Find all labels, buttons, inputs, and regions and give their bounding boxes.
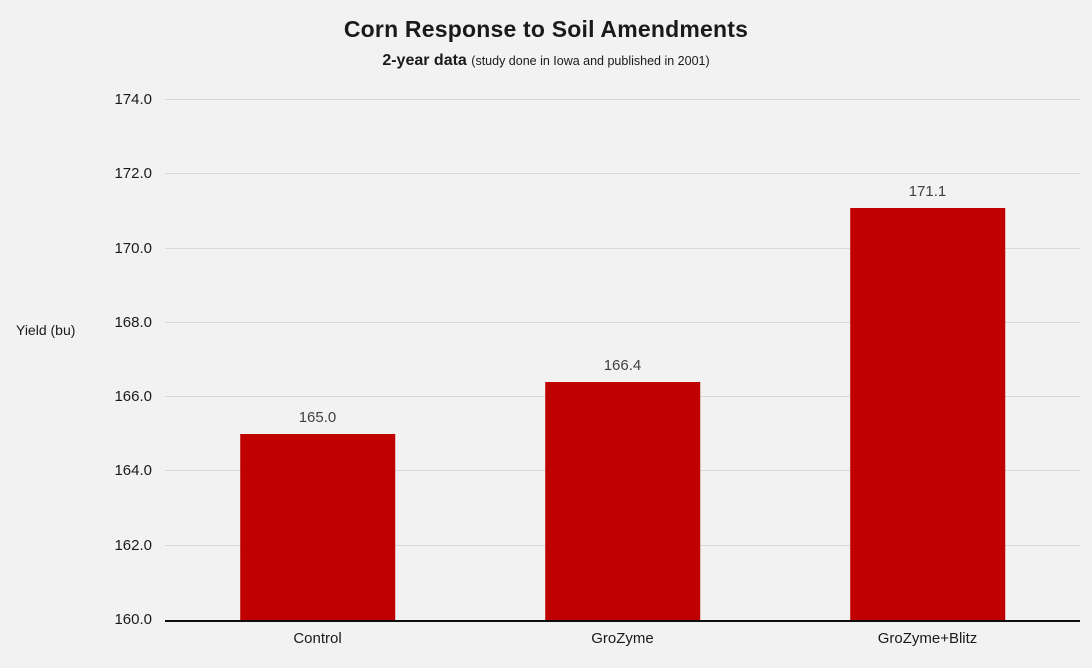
y-tick-label: 168.0 xyxy=(114,313,152,331)
x-category-label: Control xyxy=(293,630,342,647)
gridline xyxy=(165,321,1080,323)
y-axis-title: Yield (bu) xyxy=(16,322,76,338)
bar-value-label: 166.4 xyxy=(603,357,642,375)
gridline xyxy=(165,173,1080,175)
y-axis-ticks: 160.0 162.0 164.0 166.0 168.0 170.0 172.0 174.0 xyxy=(0,91,152,628)
chart-subtitle-main: 2-year data xyxy=(382,52,467,69)
bar xyxy=(849,207,1006,620)
bar-slot: 171.1 xyxy=(775,100,1080,620)
bar-value-label: 165.0 xyxy=(298,409,337,427)
gridline xyxy=(165,99,1080,100)
x-axis-labels: Control GroZyme GroZyme+Blitz xyxy=(165,630,1080,647)
y-tick-label: 160.0 xyxy=(114,611,152,628)
bar-slot: 165.0 xyxy=(165,100,470,620)
y-tick-label: 170.0 xyxy=(114,239,152,257)
bar-slot: 166.4 xyxy=(470,100,775,620)
bar xyxy=(239,434,396,620)
y-tick-label: 166.0 xyxy=(114,388,152,406)
x-category-label: GroZyme+Blitz xyxy=(877,630,978,647)
bar-value-label: 171.1 xyxy=(908,182,947,200)
bar xyxy=(544,382,701,620)
chart-title: Corn Response to Soil Amendments xyxy=(343,16,749,42)
y-tick-label: 162.0 xyxy=(114,536,152,554)
chart-subtitle: 2-year data (study done in Iowa and publ… xyxy=(0,52,1092,70)
plot-area: 165.0 166.4 171.1 xyxy=(165,99,1080,622)
x-category-label: GroZyme xyxy=(591,630,654,647)
y-tick-label: 172.0 xyxy=(114,165,152,183)
y-tick-label: 164.0 xyxy=(114,462,152,480)
y-tick-label: 174.0 xyxy=(114,91,152,108)
chart-subtitle-note: (study done in Iowa and published in 200… xyxy=(471,54,710,68)
gridline xyxy=(165,247,1080,249)
